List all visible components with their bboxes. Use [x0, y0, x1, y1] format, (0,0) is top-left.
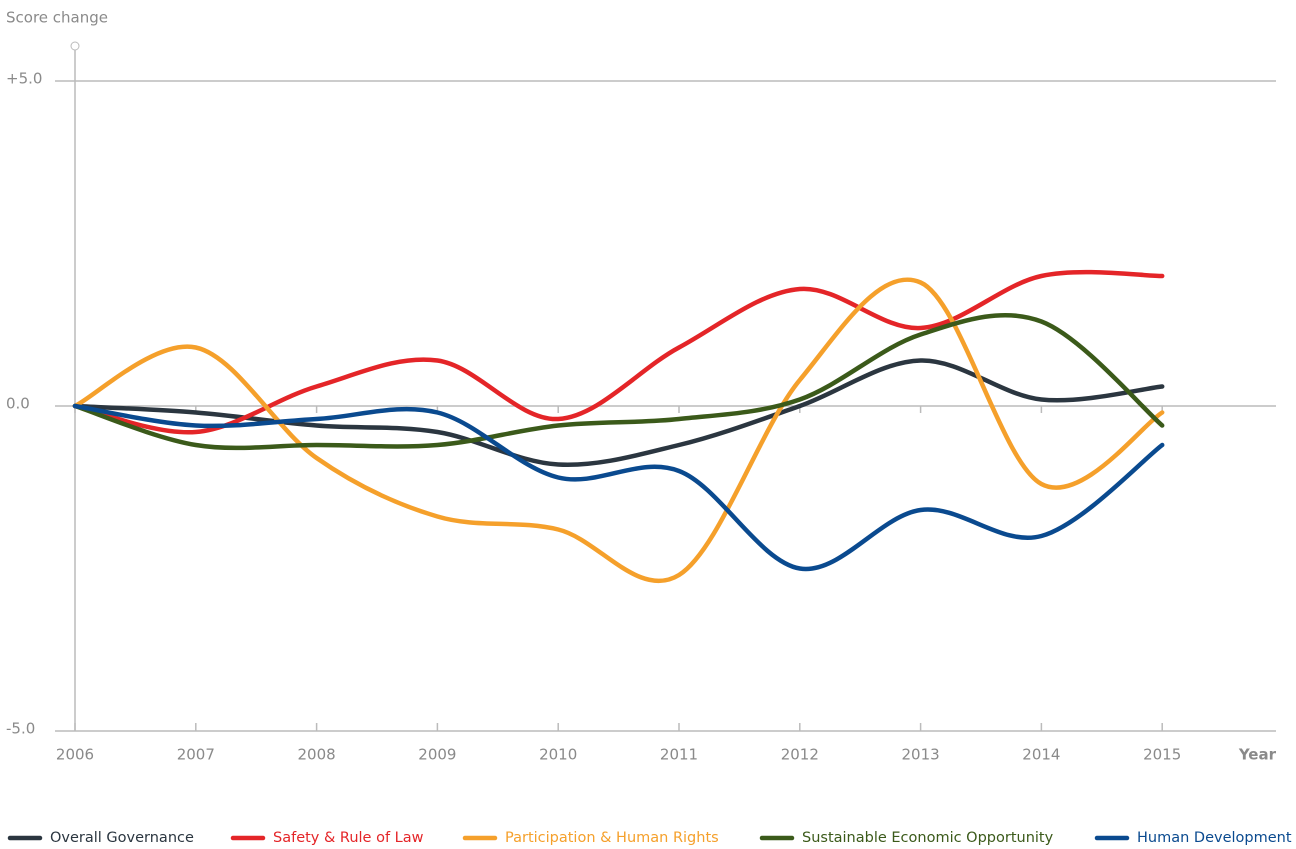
x-tick-label: 2014	[1022, 746, 1060, 764]
x-tick-label: 2012	[781, 746, 819, 764]
x-axis-label: Year	[1238, 746, 1277, 764]
axis-cap	[70, 41, 80, 51]
y-axis-label: Score change	[6, 9, 108, 27]
series-line	[72, 312, 1165, 451]
series-line	[72, 269, 1165, 435]
legend-label: Participation & Human Rights	[505, 830, 719, 846]
x-tick-label: 2007	[177, 746, 215, 764]
legend: Overall Governance Safety & Rule of Law Pa…	[7, 830, 1292, 846]
y-tick-label: 0.0	[6, 395, 30, 413]
x-tick-label: 2013	[902, 746, 940, 764]
x-tick-label: 2011	[660, 746, 698, 764]
legend-label: Sustainable Economic Opportunity	[802, 830, 1054, 846]
series-line	[72, 403, 1165, 572]
legend-label: Safety & Rule of Law	[273, 830, 424, 846]
y-tick-label: +5.0	[6, 70, 42, 88]
x-tick-label: 2008	[298, 746, 336, 764]
x-tick-label: 2010	[539, 746, 577, 764]
legend-label: Overall Governance	[50, 830, 194, 846]
y-tick-label: -5.0	[6, 720, 35, 738]
series-line	[72, 277, 1165, 584]
x-tick-label: 2015	[1143, 746, 1181, 764]
series-line	[72, 358, 1165, 468]
legend-label: Human Development	[1137, 830, 1292, 846]
x-tick-label: 2009	[418, 746, 456, 764]
x-tick-label: 2006	[56, 746, 94, 764]
